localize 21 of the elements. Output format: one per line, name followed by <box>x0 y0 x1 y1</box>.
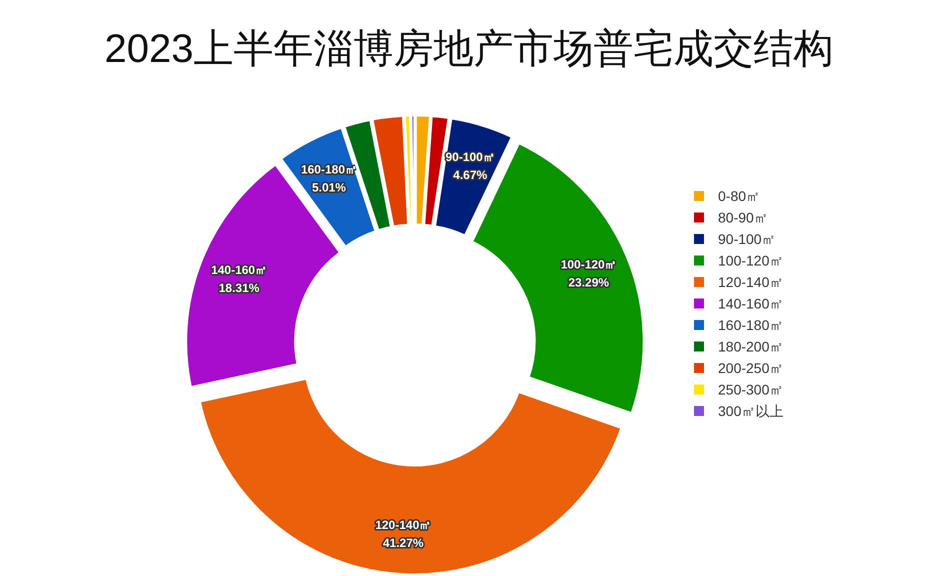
data-label: 5.01% <box>312 180 346 195</box>
data-label: 23.29% <box>568 276 610 290</box>
legend-label: 200-250㎡ <box>718 360 784 376</box>
slice-label: 140-160㎡ <box>211 263 268 278</box>
legend-label: 300㎡以上 <box>718 403 784 419</box>
legend-label: 120-140㎡ <box>718 274 784 290</box>
data-label: 41.27% <box>382 536 424 550</box>
legend-label: 180-200㎡ <box>718 338 784 354</box>
legend-label: 100-120㎡ <box>718 252 784 268</box>
slice-label: 90-100㎡ <box>445 150 495 164</box>
slice-label: 100-120㎡ <box>560 258 617 272</box>
data-label: 18.31% <box>218 281 260 296</box>
legend-label: 140-160㎡ <box>718 296 784 312</box>
slice-label: 120-140㎡ <box>375 518 432 532</box>
data-label: 4.67% <box>453 168 488 182</box>
legend-label: 250-300㎡ <box>718 382 784 398</box>
legend-label: 0-80㎡ <box>718 188 760 204</box>
chart-title: 2023上半年淄博房地产市场普宅成交结构 <box>104 27 834 71</box>
legend-label: 160-180㎡ <box>718 317 784 333</box>
legend-label: 80-90㎡ <box>718 210 768 226</box>
legend-label: 90-100㎡ <box>718 231 776 247</box>
